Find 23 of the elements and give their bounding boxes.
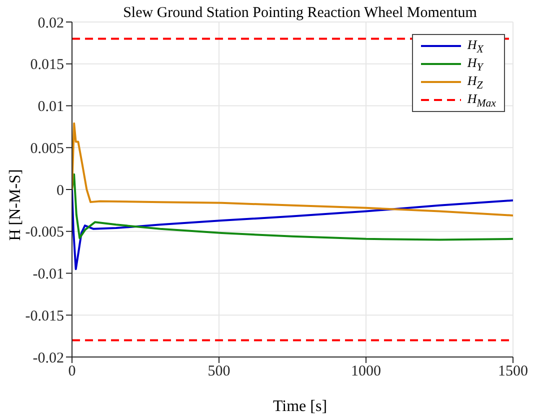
line-series bbox=[72, 188, 513, 270]
line-series bbox=[72, 173, 513, 241]
line-series bbox=[72, 122, 513, 216]
x-tick-label: 1000 bbox=[351, 364, 381, 380]
y-tick-label: 0.01 bbox=[38, 99, 64, 116]
y-tick-label: 0.015 bbox=[30, 57, 64, 74]
x-tick-label: 1500 bbox=[498, 364, 528, 380]
legend-label: H$_{X}$ bbox=[467, 36, 484, 56]
y-tick-label: 0 bbox=[56, 182, 64, 199]
x-tick-label: 0 bbox=[68, 364, 76, 380]
x-axis-title: Time [s] bbox=[272, 398, 328, 415]
y-tick-label: 0.005 bbox=[30, 140, 64, 157]
y-tick-label: -0.005 bbox=[25, 224, 64, 241]
x-tick-label: 500 bbox=[208, 364, 230, 380]
chart-title: Slew Ground Station Pointing Reaction Wheel Momentum bbox=[123, 5, 478, 21]
y-tick-label: -0.01 bbox=[32, 266, 64, 283]
y-axis-title: H [N-M-S] bbox=[7, 169, 24, 241]
legend-label: H$_{Max}$ bbox=[467, 90, 496, 110]
legend-label: H$_{Y}$ bbox=[467, 54, 483, 74]
y-tick-label: -0.02 bbox=[32, 350, 64, 366]
y-tick-label: 0.02 bbox=[38, 15, 64, 32]
y-tick-label: -0.015 bbox=[25, 308, 64, 324]
legend-label: H$_{Z}$ bbox=[467, 72, 483, 92]
